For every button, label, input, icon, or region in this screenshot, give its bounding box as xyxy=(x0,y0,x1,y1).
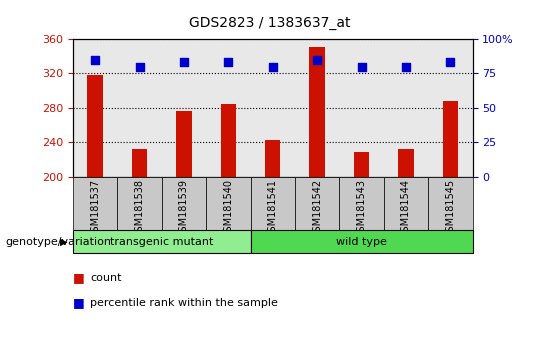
Bar xyxy=(309,47,325,177)
Bar xyxy=(73,177,117,253)
Bar xyxy=(206,177,251,253)
Point xyxy=(268,64,277,69)
Text: GSM181539: GSM181539 xyxy=(179,179,189,238)
Text: GSM181545: GSM181545 xyxy=(446,179,455,238)
Text: GSM181537: GSM181537 xyxy=(90,179,100,238)
Text: GDS2823 / 1383637_at: GDS2823 / 1383637_at xyxy=(189,16,351,30)
Bar xyxy=(339,177,384,253)
Bar xyxy=(117,177,161,253)
Bar xyxy=(87,75,103,177)
Bar xyxy=(428,177,472,253)
Text: transgenic mutant: transgenic mutant xyxy=(110,236,213,247)
Text: wild type: wild type xyxy=(336,236,387,247)
Bar xyxy=(265,140,280,177)
Text: GSM181543: GSM181543 xyxy=(356,179,367,238)
Text: GSM181544: GSM181544 xyxy=(401,179,411,238)
Bar xyxy=(398,149,414,177)
Text: GSM181540: GSM181540 xyxy=(224,179,233,238)
Bar xyxy=(251,177,295,253)
Point xyxy=(446,59,455,65)
Bar xyxy=(443,101,458,177)
Point xyxy=(91,57,99,62)
Bar xyxy=(73,230,251,253)
Text: ■: ■ xyxy=(73,272,85,284)
Text: GSM181538: GSM181538 xyxy=(134,179,145,238)
Text: count: count xyxy=(90,273,122,283)
Point xyxy=(224,59,233,65)
Text: genotype/variation: genotype/variation xyxy=(5,236,111,247)
Bar xyxy=(161,177,206,253)
Point xyxy=(313,57,321,62)
Bar xyxy=(251,230,472,253)
Bar xyxy=(176,110,192,177)
Text: percentile rank within the sample: percentile rank within the sample xyxy=(90,298,278,308)
Bar xyxy=(384,177,428,253)
Point xyxy=(357,64,366,69)
Text: ■: ■ xyxy=(73,296,85,309)
Text: GSM181542: GSM181542 xyxy=(312,179,322,238)
Bar xyxy=(220,104,236,177)
Point xyxy=(135,64,144,69)
Point xyxy=(180,59,188,65)
Bar xyxy=(354,152,369,177)
Text: GSM181541: GSM181541 xyxy=(268,179,278,238)
Bar xyxy=(295,177,339,253)
Point xyxy=(402,64,410,69)
Bar xyxy=(132,149,147,177)
Text: ▶: ▶ xyxy=(60,236,68,247)
